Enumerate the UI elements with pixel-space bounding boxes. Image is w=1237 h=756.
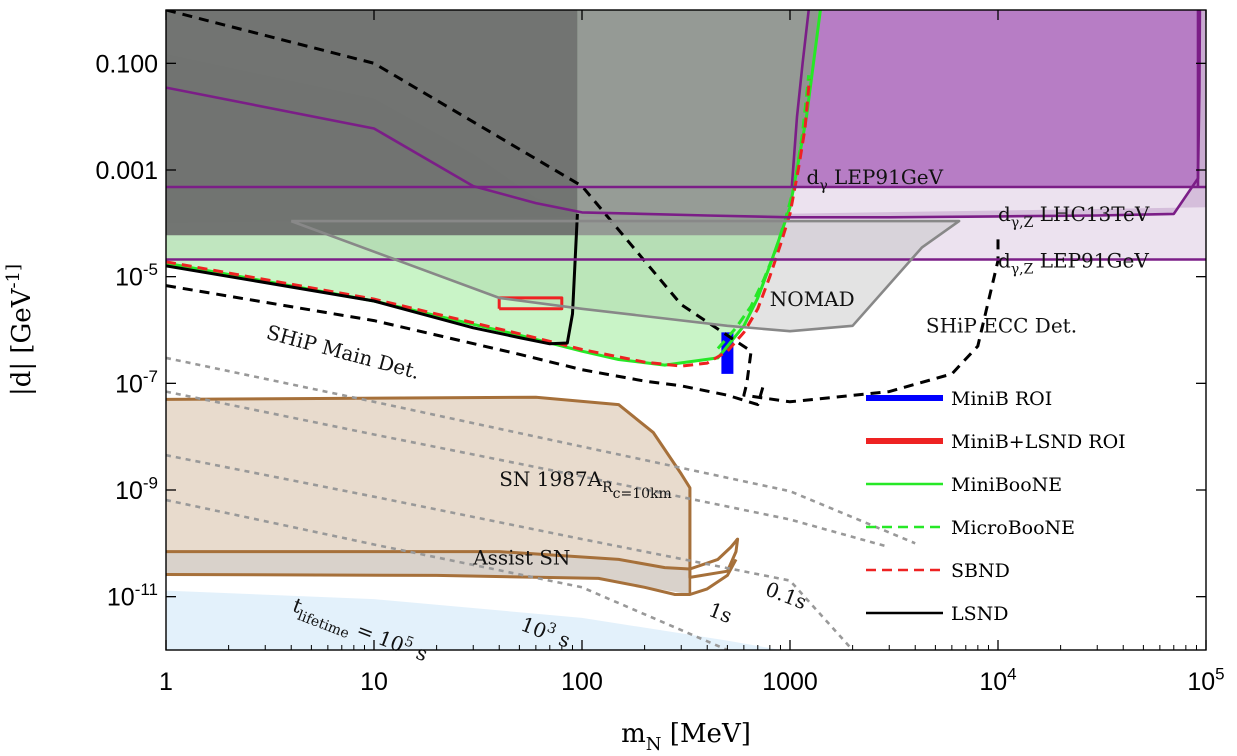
y-axis-label: |d| [GeV-1] — [3, 264, 37, 396]
legend-label-lsnd: LSND — [951, 603, 1009, 625]
region-lifetime-region — [166, 590, 781, 650]
annotation-4: SHiP ECC Det. — [926, 313, 1077, 337]
legend-label-microboone: MicroBooNE — [951, 517, 1075, 539]
curve-line-19 — [166, 453, 854, 650]
y-tick-label-3: 10-7 — [115, 367, 158, 399]
region-grey-low — [166, 10, 578, 236]
annotation-3: NOMAD — [770, 287, 855, 311]
region-supernova — [166, 397, 690, 595]
y-tick-label-5: 10-11 — [107, 580, 158, 612]
y-tick-label-1: 0.001 — [95, 157, 158, 185]
y-tick-label-2: 10-5 — [115, 260, 158, 292]
curve-minib-lsnd-roi — [497, 296, 564, 311]
legend-label-miniboone: MiniBooNE — [951, 474, 1062, 496]
region-grey-high — [577, 10, 821, 236]
curve-line-11 — [790, 10, 810, 188]
curve-line-20 — [166, 498, 728, 650]
annotation-7: Assist SN — [472, 546, 570, 570]
plot-frame — [165, 9, 1207, 651]
legend-label-minib-lsnd-roi: MiniB+LSND ROI — [951, 431, 1126, 453]
x-tick-label-4: 104 — [979, 665, 1016, 697]
region-assist-sn — [166, 551, 690, 595]
x-axis-label: mN [MeV] — [621, 719, 751, 755]
x-tick-label-5: 105 — [1187, 665, 1224, 697]
x-tick-label-3: 1000 — [762, 668, 818, 696]
region-purple-heavy — [791, 10, 1198, 187]
legend-label-sbnd: SBND — [951, 560, 1010, 582]
y-tick-label-4: 10-9 — [115, 474, 158, 506]
curve-line-21 — [166, 390, 890, 549]
limit-curves — [166, 10, 1206, 650]
x-tick-label-0: 1 — [159, 668, 173, 696]
y-tick-label-0: 0.100 — [95, 50, 158, 78]
annotation-0: dγ LEP91GeV — [807, 165, 944, 194]
curve-line-10 — [166, 10, 1202, 219]
annotation-6: SN 1987ARc=10km — [499, 467, 672, 502]
region-labels: dγ LEP91GeV dγ,Z LHC13TeV dγ,Z LEP91GeV NOM… — [264, 165, 1150, 666]
annotation-1: dγ,Z LHC13TeV — [998, 202, 1150, 231]
curve-microboone — [716, 75, 811, 350]
x-tick-label-1: 10 — [360, 668, 388, 696]
curve-line-6 — [166, 10, 1000, 404]
legend-label-minib-roi: MiniB ROI — [951, 388, 1052, 410]
legend: MiniB ROI MiniB+LSND ROI MiniBooNE MicroBoo… — [866, 388, 1126, 625]
curve-line-16 — [166, 558, 738, 596]
curve-line-13 — [290, 219, 961, 333]
annotation-2: dγ,Z LEP91GeV — [998, 248, 1149, 277]
axis-ticks: 1 10 100 1000 104 105 0.100 0.001 10-5 10-7 10-9 10… — [95, 10, 1225, 697]
curve-line-15 — [166, 538, 739, 571]
curve-sbnd — [166, 79, 811, 368]
curve-line-18 — [166, 356, 916, 545]
curve-line-7 — [166, 284, 766, 407]
curve-lsnd — [166, 213, 579, 346]
x-tick-label-2: 100 — [561, 668, 603, 696]
